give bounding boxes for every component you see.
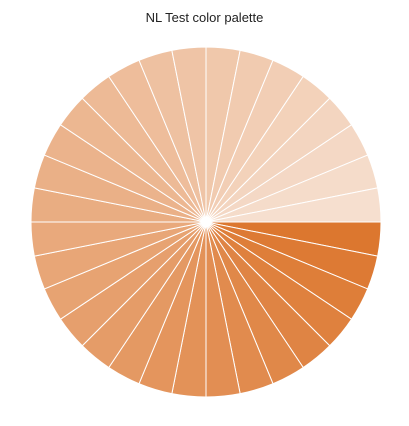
chart-title: NL Test color palette — [145, 10, 264, 25]
pie-slice — [205, 187, 382, 223]
